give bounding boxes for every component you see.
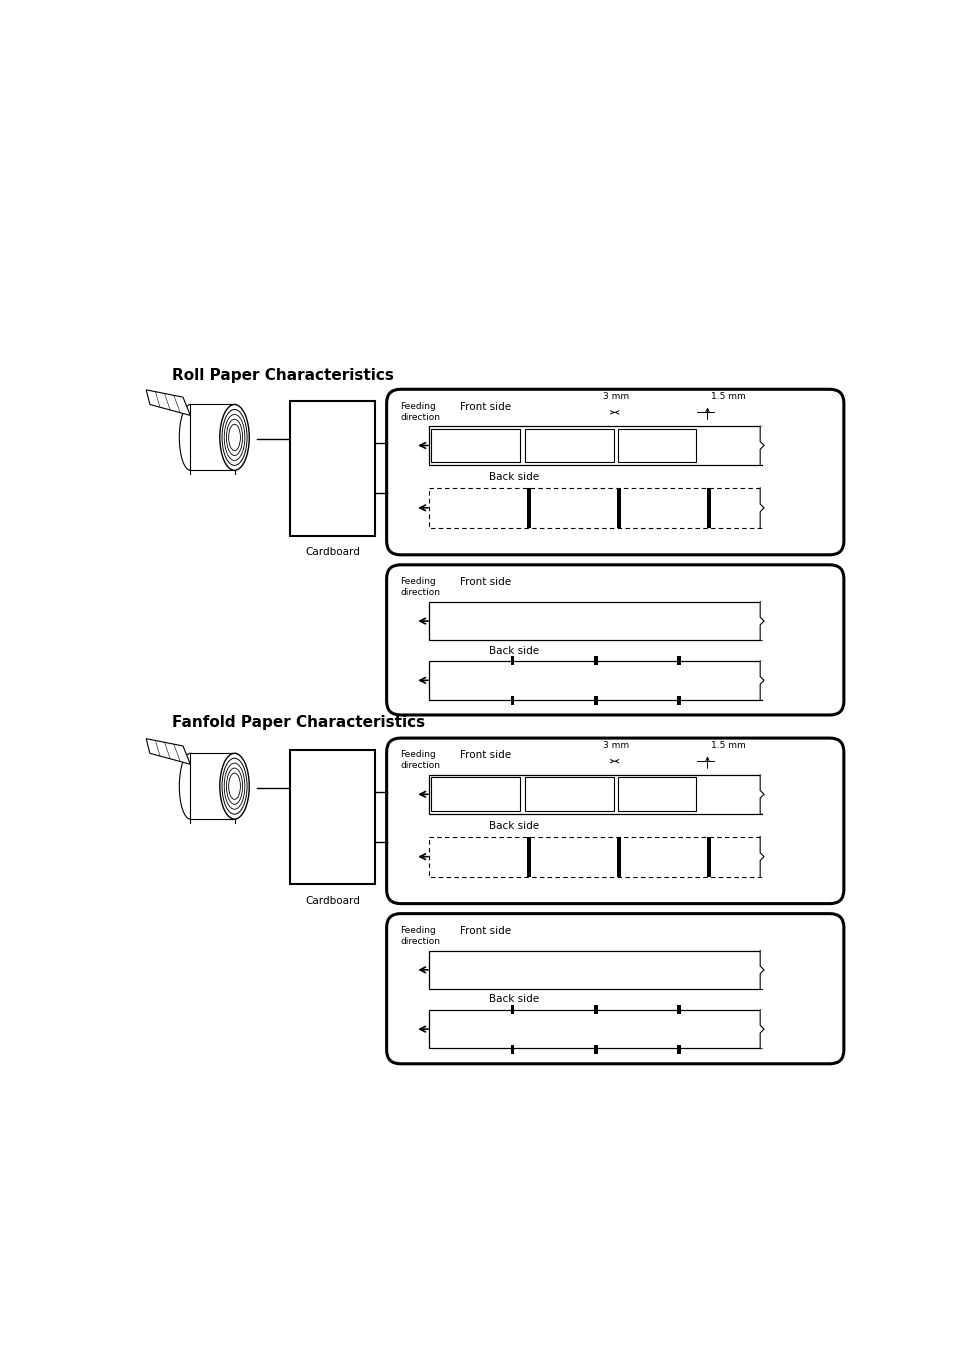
Bar: [429, 601, 761, 640]
Bar: [290, 401, 375, 535]
Bar: [429, 426, 761, 465]
Polygon shape: [760, 488, 766, 528]
Bar: [429, 661, 761, 700]
Bar: [594, 696, 598, 705]
Bar: [429, 1011, 761, 1048]
Ellipse shape: [229, 424, 240, 451]
Text: Back side: Back side: [489, 473, 539, 482]
Polygon shape: [760, 1011, 766, 1048]
Ellipse shape: [222, 409, 247, 465]
Ellipse shape: [222, 758, 247, 815]
Polygon shape: [760, 661, 766, 700]
Bar: [618, 428, 695, 462]
Bar: [431, 777, 519, 811]
Text: 1.5 mm: 1.5 mm: [711, 740, 745, 750]
Ellipse shape: [219, 754, 249, 819]
Text: Back side: Back side: [489, 821, 539, 831]
Text: Feeding
direction: Feeding direction: [400, 401, 440, 422]
Bar: [429, 775, 761, 813]
Text: Feeding
direction: Feeding direction: [400, 750, 440, 770]
Bar: [677, 1005, 680, 1013]
Text: Front side: Front side: [459, 401, 511, 412]
Text: Fanfold Paper Characteristics: Fanfold Paper Characteristics: [172, 715, 425, 730]
Bar: [677, 655, 680, 665]
Bar: [510, 1005, 514, 1013]
Bar: [594, 1044, 598, 1054]
Polygon shape: [760, 775, 766, 813]
Bar: [510, 696, 514, 705]
Text: Front side: Front side: [459, 577, 511, 588]
Text: Back side: Back side: [489, 646, 539, 655]
Ellipse shape: [229, 773, 240, 800]
Polygon shape: [760, 836, 766, 877]
Ellipse shape: [226, 769, 242, 804]
Bar: [290, 750, 375, 885]
Text: 3 mm: 3 mm: [602, 392, 628, 401]
Bar: [510, 655, 514, 665]
Ellipse shape: [179, 754, 201, 819]
Bar: [527, 836, 531, 877]
Bar: [617, 488, 620, 528]
Bar: [677, 1044, 680, 1054]
Polygon shape: [760, 601, 766, 640]
Text: Feeding
direction: Feeding direction: [400, 577, 440, 597]
Bar: [706, 836, 710, 877]
Bar: [524, 428, 613, 462]
Text: Cardboard: Cardboard: [305, 547, 359, 557]
Text: Roll Paper Characteristics: Roll Paper Characteristics: [172, 369, 394, 384]
Polygon shape: [760, 426, 766, 465]
Bar: [510, 1044, 514, 1054]
Bar: [594, 655, 598, 665]
Bar: [617, 836, 620, 877]
Text: Feeding
direction: Feeding direction: [400, 925, 440, 946]
Text: Cardboard: Cardboard: [305, 896, 359, 907]
Text: Front side: Front side: [459, 750, 511, 761]
Polygon shape: [760, 951, 766, 989]
Bar: [677, 696, 680, 705]
FancyBboxPatch shape: [386, 913, 843, 1063]
Ellipse shape: [219, 404, 249, 470]
Bar: [618, 777, 695, 811]
Polygon shape: [146, 390, 191, 416]
Text: Front side: Front side: [459, 925, 511, 936]
Ellipse shape: [226, 419, 242, 455]
Bar: [524, 777, 613, 811]
FancyBboxPatch shape: [386, 738, 843, 904]
Bar: [431, 428, 519, 462]
Bar: [706, 488, 710, 528]
Ellipse shape: [224, 415, 245, 461]
Bar: [429, 488, 761, 528]
FancyBboxPatch shape: [386, 389, 843, 555]
Bar: [429, 951, 761, 989]
Bar: [594, 1005, 598, 1013]
Bar: [527, 488, 531, 528]
Bar: [429, 836, 761, 877]
Text: 1.5 mm: 1.5 mm: [711, 392, 745, 401]
Polygon shape: [146, 739, 191, 765]
FancyBboxPatch shape: [386, 565, 843, 715]
Text: Back side: Back side: [489, 994, 539, 1005]
Ellipse shape: [179, 404, 201, 470]
Bar: [191, 404, 234, 474]
Bar: [191, 754, 234, 823]
Ellipse shape: [224, 763, 245, 809]
Text: 3 mm: 3 mm: [602, 740, 628, 750]
